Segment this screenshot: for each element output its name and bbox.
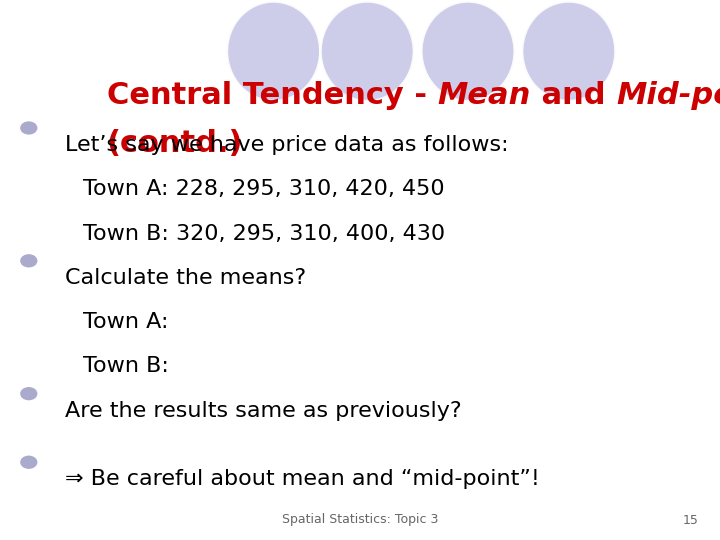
Circle shape [21,122,37,134]
Text: ⇒ Be careful about mean and “mid-point”!: ⇒ Be careful about mean and “mid-point”! [65,469,540,489]
Text: Let’s say we have price data as follows:: Let’s say we have price data as follows: [65,135,508,155]
Ellipse shape [522,1,616,102]
Text: (contd.): (contd.) [107,129,243,158]
Text: Are the results same as previously?: Are the results same as previously? [65,401,462,421]
Text: Spatial Statistics: Topic 3: Spatial Statistics: Topic 3 [282,514,438,526]
Ellipse shape [227,1,320,102]
Text: Mid-point: Mid-point [616,82,720,111]
Text: Town B:: Town B: [83,356,168,376]
Text: Calculate the means?: Calculate the means? [65,268,306,288]
Text: Town B: 320, 295, 310, 400, 430: Town B: 320, 295, 310, 400, 430 [83,224,445,244]
Ellipse shape [320,1,414,102]
Text: 15: 15 [683,514,698,526]
Circle shape [21,255,37,267]
Text: Town A: 228, 295, 310, 420, 450: Town A: 228, 295, 310, 420, 450 [83,179,444,199]
Text: Town A:: Town A: [83,312,168,332]
Ellipse shape [421,1,515,102]
Text: Mean: Mean [437,82,531,111]
Circle shape [21,388,37,400]
Circle shape [21,456,37,468]
Text: Central Tendency -: Central Tendency - [107,82,437,111]
Text: and: and [531,82,616,111]
